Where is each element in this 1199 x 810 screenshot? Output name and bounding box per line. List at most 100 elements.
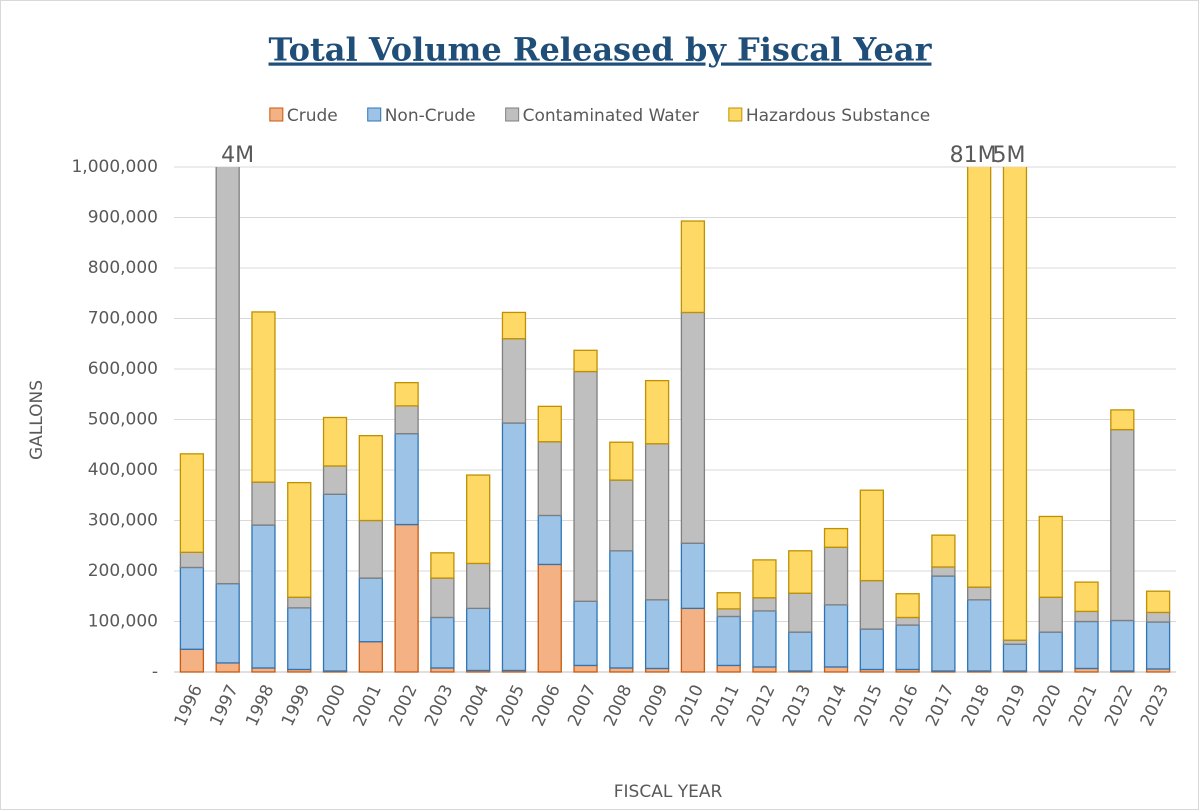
bar-segment bbox=[788, 592, 813, 633]
bar-segment bbox=[1038, 631, 1063, 672]
bar-segment bbox=[573, 349, 598, 373]
bar-segment bbox=[716, 615, 741, 667]
bar-segment bbox=[251, 481, 276, 526]
bar-segment bbox=[573, 664, 598, 673]
bar-segment bbox=[466, 562, 491, 610]
bar-segment bbox=[752, 610, 777, 668]
bar-segment bbox=[501, 422, 527, 672]
chart-title: Total Volume Released by Fiscal Year bbox=[269, 31, 933, 69]
bar-segment bbox=[1038, 596, 1063, 633]
bar-segment bbox=[823, 546, 849, 606]
bar-segment bbox=[322, 493, 348, 672]
bar-segment bbox=[358, 435, 383, 522]
y-tick-label: 800,000 bbox=[88, 258, 158, 278]
annotation: 81M bbox=[950, 143, 997, 168]
y-tick-label: 500,000 bbox=[88, 410, 158, 430]
legend-item: Contaminated Water bbox=[505, 106, 699, 126]
bar-segment bbox=[823, 527, 849, 548]
bar-segment bbox=[609, 441, 634, 481]
bar-segment bbox=[1074, 581, 1099, 613]
bar-segment bbox=[501, 338, 527, 424]
bar-segment bbox=[823, 666, 849, 673]
bar-segment bbox=[716, 592, 741, 610]
legend-item: Hazardous Substance bbox=[728, 106, 930, 126]
bar-segment bbox=[573, 600, 598, 667]
bar-segment bbox=[1074, 610, 1099, 623]
legend-item: Non-Crude bbox=[367, 106, 476, 126]
bar-segment bbox=[430, 577, 455, 619]
bar-segment bbox=[394, 432, 419, 526]
legend-label: Contaminated Water bbox=[523, 106, 699, 126]
bar-segment bbox=[644, 443, 670, 601]
legend-item: Crude bbox=[269, 106, 338, 126]
bar-segment bbox=[358, 641, 383, 673]
bar-segment bbox=[859, 628, 884, 671]
bar-segment bbox=[537, 514, 562, 566]
bar-segment bbox=[931, 534, 956, 568]
bar-segment bbox=[179, 566, 205, 650]
bar-segment bbox=[609, 550, 634, 669]
bar-segment bbox=[287, 607, 312, 671]
bar-segment bbox=[322, 465, 348, 495]
bar-segment bbox=[644, 379, 670, 445]
legend-swatch bbox=[367, 107, 382, 122]
bar-segment bbox=[609, 479, 634, 552]
bar-segment bbox=[179, 648, 205, 673]
bar-segment bbox=[895, 593, 920, 619]
bar-segment bbox=[573, 370, 598, 602]
legend: Crude Non-Crude Contaminated Water Hazardou… bbox=[269, 106, 930, 126]
bar-segment bbox=[215, 582, 240, 664]
bar-segment bbox=[788, 550, 813, 594]
bar-segment bbox=[251, 524, 276, 669]
bar-segment bbox=[358, 577, 383, 643]
y-tick-label: 600,000 bbox=[88, 359, 158, 379]
y-tick-label: 100,000 bbox=[88, 612, 158, 632]
bar-segment bbox=[680, 220, 706, 314]
legend-label: Hazardous Substance bbox=[746, 106, 930, 126]
bar-segment bbox=[287, 481, 312, 598]
bar-segment bbox=[1038, 515, 1063, 598]
bar-segment bbox=[501, 311, 527, 340]
y-tick-label: 200,000 bbox=[88, 561, 158, 581]
y-tick-label: 1,000,000 bbox=[71, 157, 158, 177]
bar-segment bbox=[394, 381, 419, 407]
bar-segment bbox=[680, 542, 706, 610]
y-tick-label: 400,000 bbox=[88, 460, 158, 480]
bar-segment bbox=[537, 441, 562, 517]
bar-segment bbox=[967, 167, 992, 588]
bar-segment bbox=[466, 607, 491, 672]
bar-segment bbox=[1002, 643, 1028, 672]
bar-segment bbox=[680, 607, 706, 673]
x-axis-label: FISCAL YEAR bbox=[614, 782, 723, 802]
bar-segment bbox=[1074, 620, 1099, 670]
bar-segment bbox=[967, 599, 992, 672]
bar-segment bbox=[1110, 619, 1135, 672]
bar-segment bbox=[1145, 611, 1171, 623]
bar-segment bbox=[537, 405, 562, 443]
bar-segment bbox=[752, 559, 777, 599]
bar-segment bbox=[895, 616, 920, 626]
bar-segment bbox=[1110, 428, 1135, 622]
y-tick-label: 300,000 bbox=[88, 511, 158, 531]
bar-segment bbox=[859, 489, 884, 582]
bar-segment bbox=[179, 453, 205, 553]
legend-swatch bbox=[505, 107, 520, 122]
bar-segment bbox=[394, 405, 419, 435]
bar-segment bbox=[287, 596, 312, 609]
bar-segment bbox=[215, 662, 240, 673]
y-axis-label: GALLONS bbox=[27, 380, 47, 460]
bar-segment bbox=[251, 311, 276, 483]
bar-segment bbox=[716, 664, 741, 673]
bar-segment bbox=[1110, 409, 1135, 431]
bar-segment bbox=[466, 474, 491, 565]
bar-segment bbox=[752, 597, 777, 612]
y-tick-label: 700,000 bbox=[88, 309, 158, 329]
bar-segment bbox=[322, 416, 348, 467]
bar-segment bbox=[716, 608, 741, 618]
bar-segment bbox=[752, 666, 777, 673]
bar-segment bbox=[680, 311, 706, 544]
bar-segment bbox=[215, 167, 240, 585]
legend-label: Non-Crude bbox=[385, 106, 476, 126]
